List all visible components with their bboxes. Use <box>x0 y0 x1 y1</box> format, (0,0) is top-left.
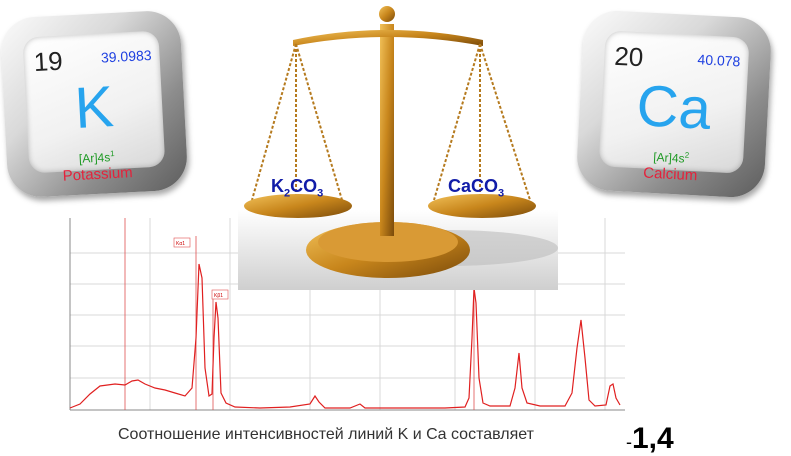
right-pan <box>428 194 536 218</box>
potassium-tile-face: 19 39.0983 K [Ar]4s1 Potassium <box>22 30 166 185</box>
scales-beam <box>293 30 483 46</box>
calcium-config-base: [Ar]4s <box>652 149 685 166</box>
caco3-sub-3: 3 <box>498 187 505 200</box>
potassium-symbol: K <box>73 74 116 141</box>
potassium-atomic-number: 19 <box>32 45 64 78</box>
peak-label-kb: Kβ1 <box>214 293 223 299</box>
left-pan-label-k2co3: K2CO3 <box>271 176 323 200</box>
peak-label-ka: Kα1 <box>176 241 185 247</box>
calcium-symbol: Ca <box>635 73 713 142</box>
calcium-atomic-number: 20 <box>613 40 645 73</box>
intensity-ratio-value: -1,4 <box>626 422 674 456</box>
right-pan-label-caco3: CaCO3 <box>448 176 504 200</box>
k2co3-part-co: CO <box>290 176 318 196</box>
peak-labels: Kα1 Kβ1 <box>173 237 229 300</box>
spectrum-axes <box>69 218 625 411</box>
scales-finial <box>379 6 395 22</box>
k2co3-sub-3: 3 <box>317 187 324 200</box>
spectrum-line <box>69 263 621 409</box>
calcium-tile-face: 20 40.078 Ca [Ar]4s2 Calcium <box>598 30 750 184</box>
k2co3-sub-2: 2 <box>284 187 291 200</box>
scales-pillar <box>380 24 394 236</box>
calcium-config-sup: 2 <box>684 150 690 160</box>
potassium-element-tile: 19 39.0983 K [Ar]4s1 Potassium <box>0 9 189 199</box>
potassium-config-sup: 1 <box>109 149 115 159</box>
ratio-number: 1,4 <box>632 422 674 455</box>
left-chains <box>251 43 343 201</box>
balance-scales-image <box>238 6 558 290</box>
ratio-dash: - <box>626 432 632 452</box>
potassium-atomic-mass: 39.0983 <box>100 46 152 66</box>
potassium-config-base: [Ar]4s <box>78 150 111 166</box>
calcium-atomic-mass: 40.078 <box>697 51 741 70</box>
left-pan <box>244 194 352 218</box>
k2co3-part-k: K <box>271 176 284 196</box>
intensity-ratio-caption: Соотношение интенсивностей линий K и Ca … <box>118 426 534 443</box>
caco3-part: CaCO <box>448 176 499 196</box>
right-chains <box>433 43 531 201</box>
calcium-element-tile: 20 40.078 Ca [Ar]4s2 Calcium <box>575 9 773 199</box>
